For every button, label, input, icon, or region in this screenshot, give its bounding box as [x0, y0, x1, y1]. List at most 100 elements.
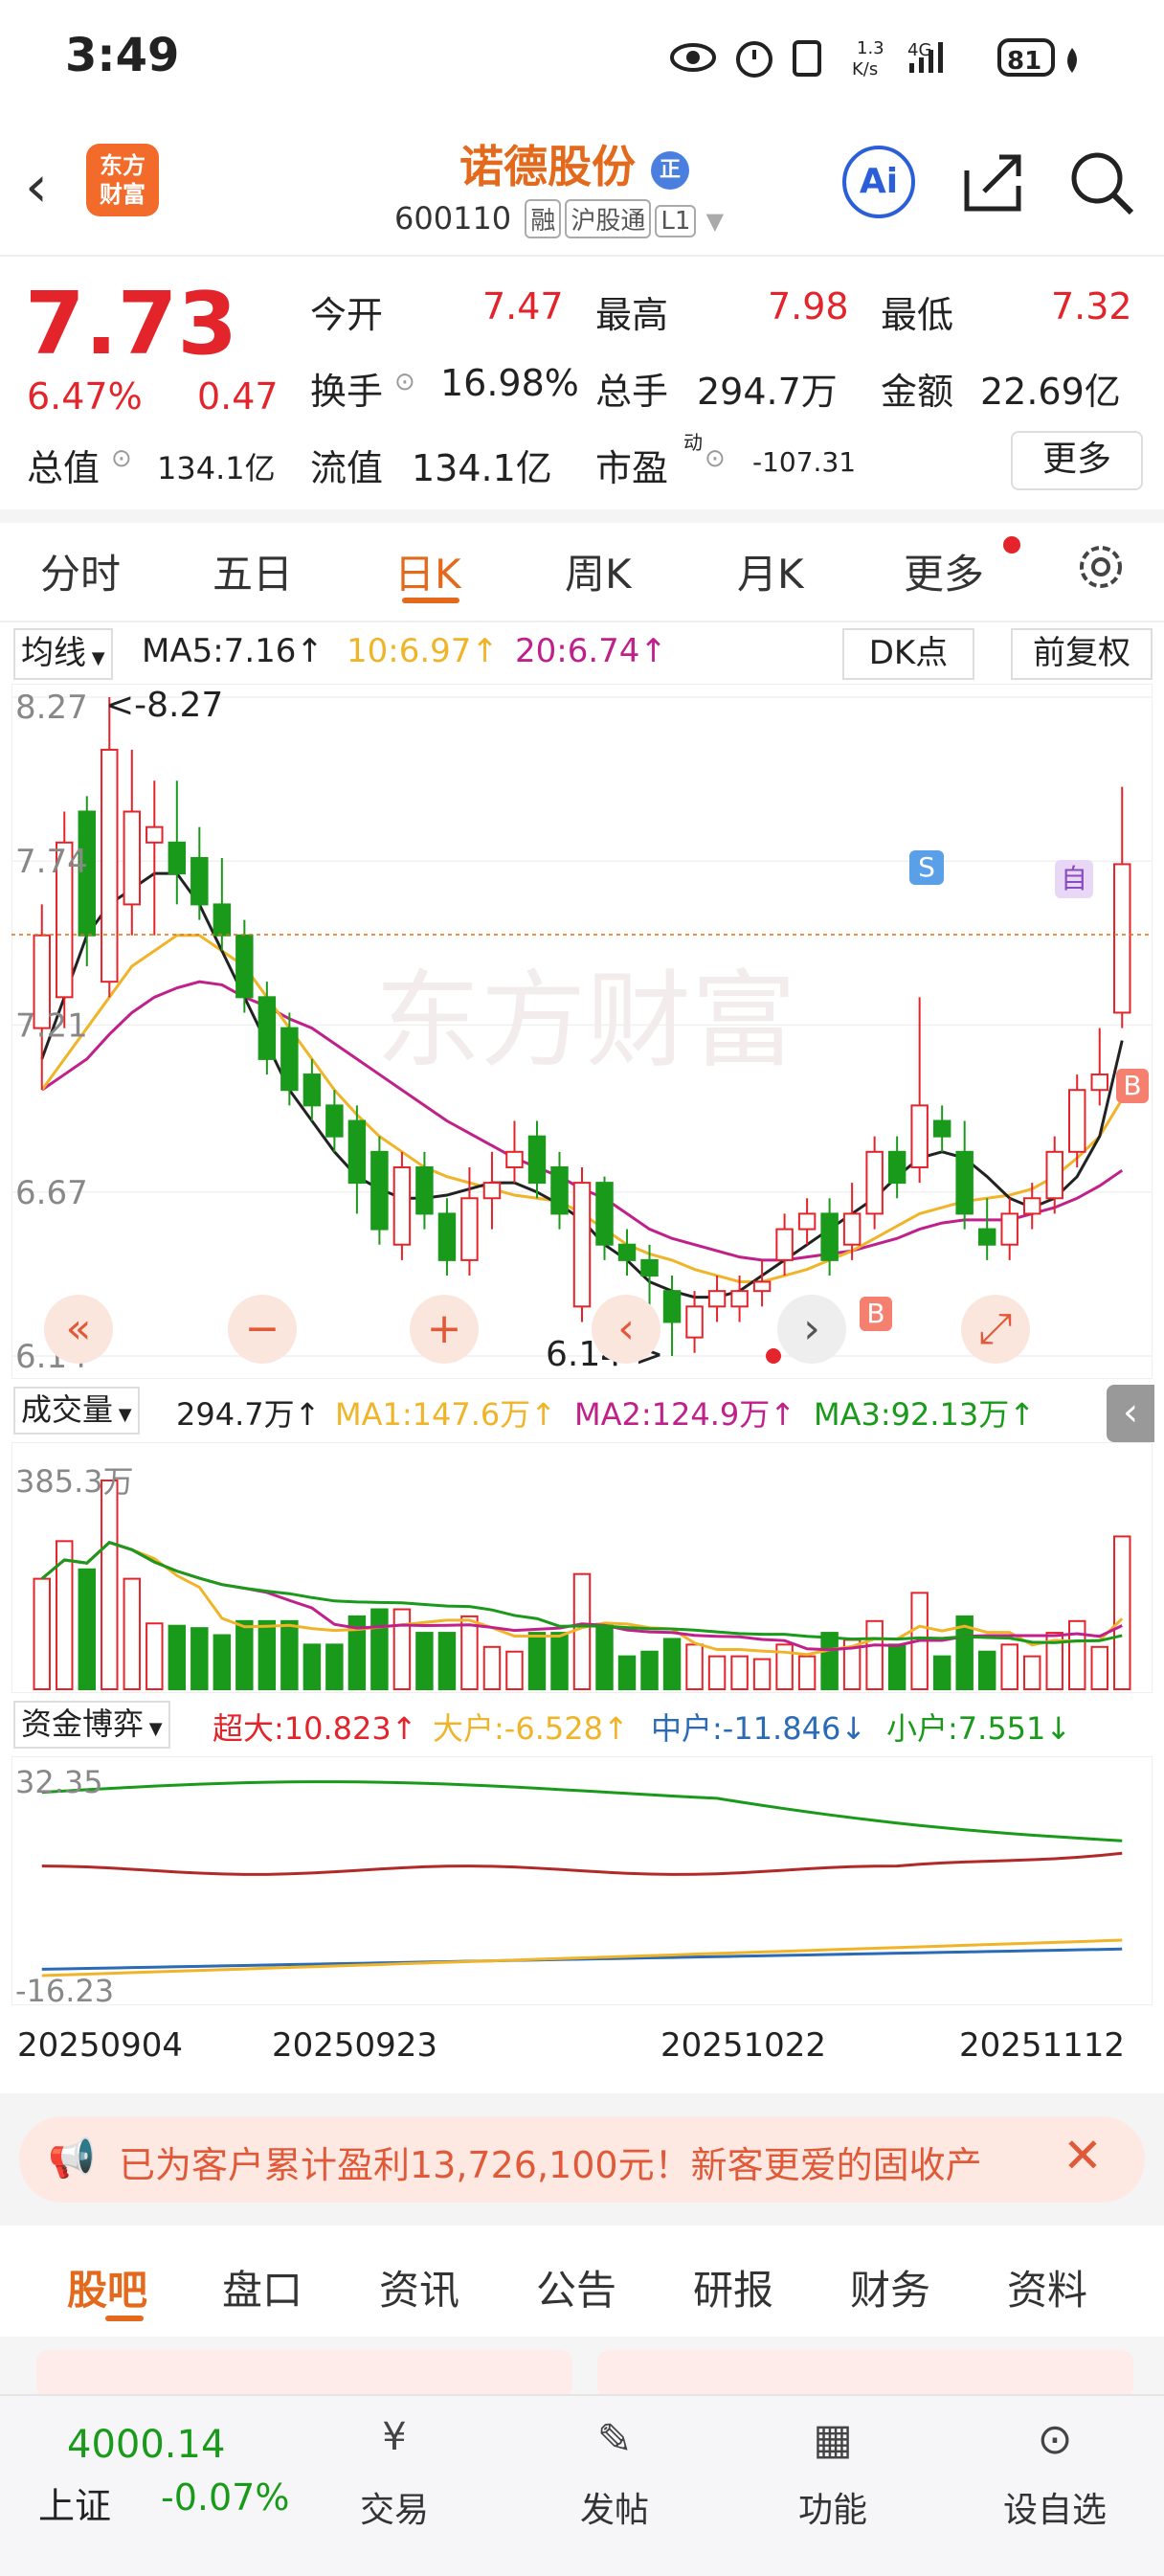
info-icon[interactable]: ⊙ — [394, 368, 415, 396]
ma20-value: 20:6.74↑ — [515, 632, 667, 670]
nav-post[interactable]: 发帖 — [579, 2491, 649, 2530]
candle-body — [392, 1165, 412, 1246]
nav-functions[interactable]: 功能 — [797, 2491, 867, 2530]
feed-card[interactable] — [597, 2350, 1133, 2398]
tab-weekly-k[interactable]: 周K — [565, 551, 632, 598]
tab-intraday[interactable]: 分时 — [40, 551, 122, 598]
volume-bar — [617, 1655, 637, 1690]
volume-bar — [752, 1658, 772, 1691]
kline-chart[interactable]: 东方财富 8.277.747.216.676.14 — [11, 684, 1153, 1379]
volume-bar — [730, 1655, 749, 1690]
index-change[interactable]: -0.07% — [161, 2476, 290, 2519]
zoom-in-button[interactable]: + — [410, 1295, 479, 1364]
signal-b-marker[interactable]: B — [1116, 1069, 1149, 1103]
change-value: 0.47 — [197, 375, 279, 418]
candle-body — [775, 1228, 794, 1261]
fund-flow-line — [41, 1851, 1123, 1876]
volume-bar — [460, 1615, 479, 1690]
volume-bar — [280, 1619, 299, 1690]
candle-body — [482, 1182, 502, 1200]
candle-body — [752, 1280, 772, 1293]
scroll-left-button[interactable]: ‹ — [592, 1295, 660, 1364]
promo-banner[interactable]: 📢 已为客户累计盈利13,726,100元！新客更爱的固收产 ✕ — [19, 2116, 1145, 2203]
close-icon[interactable]: ✕ — [1063, 2128, 1103, 2183]
nav-add-watchlist[interactable]: 设自选 — [1002, 2491, 1107, 2530]
active-tab-underline — [402, 598, 459, 603]
volume-bar — [1113, 1535, 1131, 1690]
collapse-panel-button[interactable]: ‹ — [1107, 1385, 1154, 1442]
float-value: 134.1亿 — [412, 447, 552, 489]
tab-monthly-k[interactable]: 月K — [737, 551, 804, 598]
candle-body — [1000, 1212, 1018, 1246]
candle-body — [595, 1182, 614, 1246]
section-tab-profile[interactable]: 资料 — [1007, 2267, 1088, 2314]
volume-bar — [1067, 1619, 1086, 1690]
volume-selector[interactable]: 成交量 ▼ — [13, 1387, 140, 1435]
back-icon[interactable]: ‹ — [25, 153, 48, 220]
settings-icon[interactable] — [1072, 538, 1130, 596]
index-name[interactable]: 上证 — [38, 2485, 112, 2527]
volume-bar — [572, 1572, 592, 1691]
candle-body — [842, 1212, 862, 1246]
fund-big: 大户:-6.528↑ — [433, 1710, 629, 1747]
post-icon[interactable]: ✎ — [596, 2415, 633, 2464]
search-icon[interactable] — [1068, 149, 1135, 216]
signal-s-marker[interactable]: S — [909, 850, 944, 885]
fund-selector[interactable]: 资金博弈 ▼ — [13, 1701, 170, 1749]
info-icon[interactable]: ⊙ — [705, 444, 726, 473]
volume-bar — [977, 1650, 996, 1690]
divider — [0, 621, 1164, 622]
ma-selector-label: 均线 — [21, 634, 86, 672]
signal-b-marker[interactable]: B — [860, 1297, 892, 1331]
info-icon[interactable]: ⊙ — [111, 444, 132, 473]
functions-icon[interactable]: ▦ — [813, 2415, 853, 2464]
share-icon[interactable] — [961, 151, 1024, 215]
candle-body — [505, 1150, 524, 1168]
signal-self-marker[interactable]: 自 — [1055, 860, 1093, 898]
candle-body — [640, 1258, 659, 1277]
fund-small: 小户:7.551↓ — [886, 1710, 1072, 1747]
chevron-down-icon[interactable]: ▼ — [705, 208, 725, 235]
candle-body — [707, 1290, 727, 1308]
candle-body — [730, 1290, 749, 1308]
x-label: 20250904 — [17, 2026, 184, 2065]
candle-body — [617, 1243, 637, 1261]
trade-icon[interactable]: ¥ — [382, 2415, 407, 2459]
x-label: 20250923 — [272, 2026, 438, 2065]
tag-margin: 融 — [525, 199, 562, 238]
volume-bar — [56, 1540, 74, 1690]
fullscreen-button[interactable]: ⤢ — [961, 1295, 1030, 1364]
verified-badge: 正 — [651, 150, 690, 190]
volume-ma-line — [40, 1540, 1124, 1657]
scroll-right-button[interactable]: › — [777, 1295, 846, 1364]
section-tab-announcements[interactable]: 公告 — [536, 2267, 617, 2314]
more-circle-icon[interactable]: ⊙ — [1037, 2415, 1073, 2464]
feed-card[interactable] — [36, 2350, 572, 2398]
tab-5day[interactable]: 五日 — [213, 551, 294, 598]
rewind-button[interactable]: « — [44, 1295, 113, 1364]
y-tick-label: 8.27 — [15, 689, 88, 727]
stock-code: 600110 — [394, 200, 512, 237]
more-button[interactable]: 更多 — [1011, 431, 1143, 490]
section-tab-forum[interactable]: 股吧 — [67, 2267, 148, 2314]
ai-button[interactable]: Ai — [842, 146, 915, 218]
tab-daily-k[interactable]: 日K — [394, 551, 461, 598]
tab-more[interactable]: 更多 — [904, 551, 985, 598]
ma-selector[interactable]: 均线 ▼ — [13, 628, 113, 680]
volume-bar — [685, 1643, 704, 1690]
adjust-button[interactable]: 前复权 — [1011, 628, 1153, 680]
section-tab-news[interactable]: 资讯 — [379, 2267, 460, 2314]
nav-trade[interactable]: 交易 — [359, 2491, 429, 2530]
amount-label: 金额 — [881, 371, 954, 413]
index-value[interactable]: 4000.14 — [67, 2423, 226, 2467]
section-tab-orderbook[interactable]: 盘口 — [222, 2267, 303, 2314]
candle-body — [527, 1135, 547, 1185]
section-tab-research[interactable]: 研报 — [693, 2267, 774, 2314]
volume-bar — [640, 1650, 659, 1690]
zoom-out-button[interactable]: − — [228, 1295, 297, 1364]
dk-point-button[interactable]: DK点 — [842, 628, 974, 680]
section-tab-financials[interactable]: 财务 — [850, 2267, 931, 2314]
mktcap-label: 总值 — [27, 447, 101, 489]
y-tick-label: 7.21 — [15, 1006, 88, 1045]
pe-value: -107.31 — [752, 446, 857, 478]
